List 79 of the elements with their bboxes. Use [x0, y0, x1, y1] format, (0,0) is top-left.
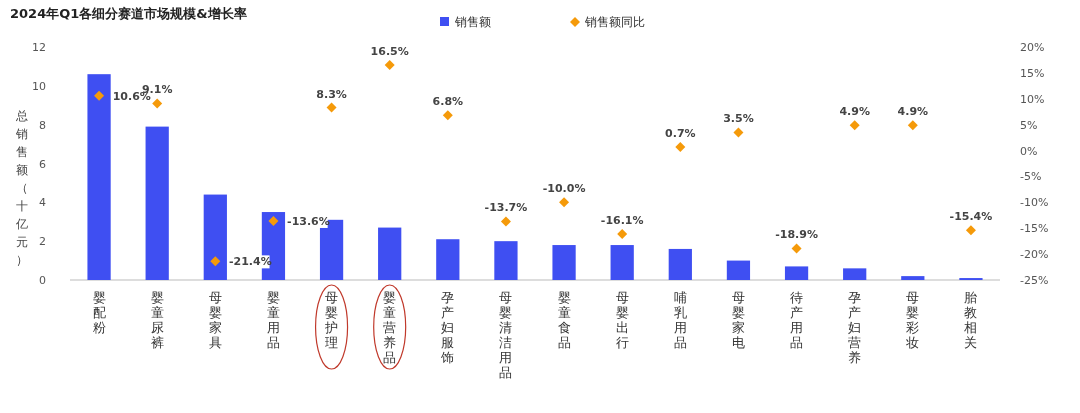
- y2-tick-label: -15%: [1020, 222, 1049, 236]
- bar: [843, 268, 867, 280]
- y-tick-label: 6: [39, 157, 46, 171]
- y2-tick-label: 0%: [1020, 144, 1038, 158]
- data-label: 16.5%: [370, 45, 409, 59]
- x-tick-label: 母婴出行: [615, 290, 629, 350]
- point: [733, 127, 744, 138]
- bar: [378, 227, 402, 280]
- bar: [436, 239, 460, 280]
- y2-tick-label: -25%: [1020, 274, 1049, 287]
- chart-title: 2024年Q1各细分赛道市场规模&增长率: [10, 6, 247, 21]
- legend-label: 销售额同比: [584, 15, 645, 29]
- text: 总销售额（十亿元）: [16, 109, 28, 267]
- point: [907, 120, 918, 131]
- y-tick-label: 12: [32, 41, 46, 54]
- y2-tick-label: 5%: [1020, 118, 1038, 132]
- point: [965, 225, 976, 236]
- point: [617, 228, 628, 239]
- x-tick-label: 婴配粉: [92, 290, 106, 335]
- legend-label: 销售额: [454, 15, 491, 29]
- y2-tick-label: -10%: [1020, 196, 1049, 210]
- bar: [145, 126, 169, 280]
- x-tick-label: 母婴清洁用品: [499, 290, 513, 380]
- data-label: 6.8%: [432, 95, 464, 109]
- x-tick-label: 哺乳用品: [673, 290, 687, 350]
- y2-tick-label: 15%: [1020, 66, 1045, 80]
- x-tick-label: 待产用品: [790, 290, 804, 350]
- bar: [610, 245, 634, 280]
- bar: [87, 74, 111, 280]
- bar: [668, 248, 692, 280]
- data-label: 0.7%: [665, 126, 696, 140]
- y-tick-label: 2: [39, 235, 46, 249]
- x-tick-label: 母婴护理: [324, 290, 339, 350]
- bar: [203, 194, 227, 280]
- point: [500, 216, 511, 227]
- data-label: -10.0%: [542, 182, 586, 196]
- x-tick-label: 母婴彩妆: [906, 290, 920, 350]
- point: [210, 256, 221, 267]
- x-tick-label: 母婴家电: [731, 290, 745, 350]
- y2-tick-label: 20%: [1020, 41, 1045, 54]
- y-tick-label: 0: [39, 274, 46, 287]
- x-tick-label: 婴童用品: [266, 290, 280, 350]
- point: [442, 110, 453, 121]
- point: [384, 60, 395, 71]
- x-tick-label: 孕产妇服饰: [440, 290, 455, 365]
- data-label: 4.9%: [839, 105, 870, 119]
- x-tick-label: 婴童尿裤: [150, 290, 164, 350]
- point: [268, 215, 279, 226]
- bar: [784, 266, 809, 280]
- point: [675, 141, 686, 152]
- x-tick-label: 孕产妇营养: [848, 290, 862, 365]
- data-label: -13.6%: [287, 214, 330, 228]
- data-label: -18.9%: [775, 228, 818, 242]
- bar: [494, 241, 518, 280]
- data-label: -13.7%: [484, 201, 528, 215]
- bar: [726, 260, 751, 280]
- point: [152, 98, 163, 109]
- y-tick-label: 10: [32, 79, 46, 93]
- y-tick-label: 8: [39, 118, 46, 132]
- data-label: -16.1%: [600, 213, 644, 227]
- point: [326, 102, 337, 113]
- y2-tick-label: -5%: [1020, 170, 1042, 184]
- bar: [901, 276, 925, 280]
- data-label: 8.3%: [316, 87, 347, 101]
- point: [94, 90, 105, 101]
- x-tick-label: 婴童营养品: [383, 290, 397, 365]
- y2-tick-label: -20%: [1020, 248, 1049, 262]
- point: [559, 197, 570, 208]
- y-tick-label: 4: [39, 196, 46, 210]
- data-label: 3.5%: [723, 112, 754, 126]
- bar: [552, 245, 576, 280]
- y2-tick-label: 10%: [1020, 92, 1045, 106]
- point: [849, 120, 860, 131]
- x-tick-label: 胎教相关: [964, 290, 978, 350]
- x-tick-label: 母婴家具: [208, 290, 222, 350]
- data-label: -15.4%: [949, 210, 993, 224]
- point: [791, 243, 802, 254]
- x-tick-label: 婴童食品: [557, 290, 571, 350]
- data-label: 4.9%: [897, 105, 929, 119]
